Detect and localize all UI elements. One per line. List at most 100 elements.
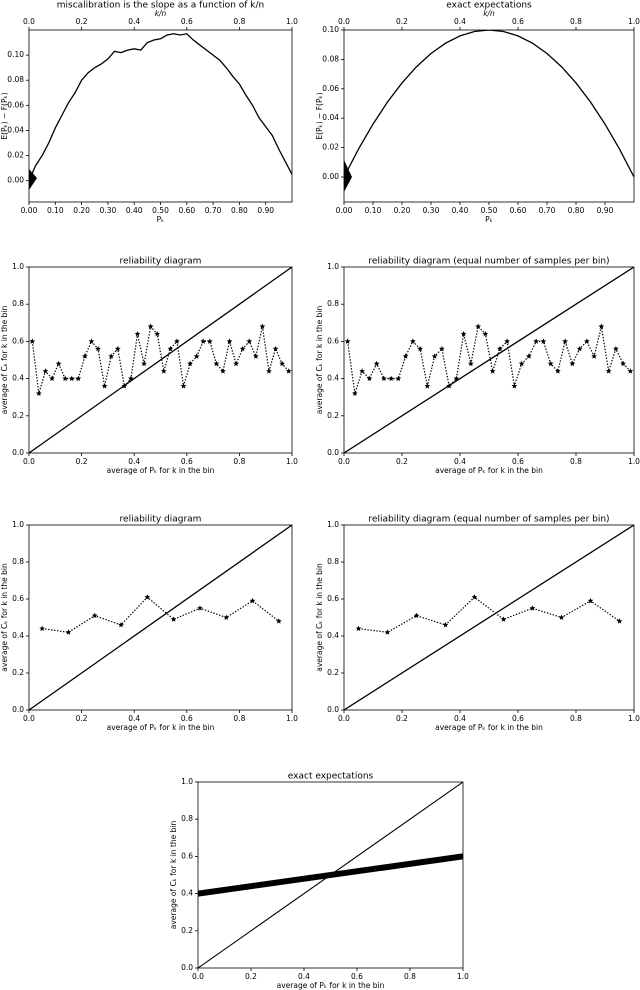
- marker: [249, 597, 256, 604]
- marker: [489, 368, 496, 374]
- marker: [88, 338, 95, 344]
- series-line: [29, 525, 292, 710]
- y-tick-label: 0.0: [12, 448, 24, 457]
- y-tick-label: 0.04: [322, 113, 339, 122]
- marker: [410, 338, 416, 344]
- marker: [239, 345, 246, 352]
- marker: [442, 621, 449, 628]
- y-tick-label: 0.6: [327, 594, 339, 603]
- marker: [587, 597, 594, 604]
- y-tick-label: 0.0: [12, 705, 24, 714]
- x-tick-label: 0.4: [454, 714, 466, 723]
- x-tick-label: 0.2: [76, 457, 88, 466]
- x-tick-label: 0.6: [512, 457, 524, 466]
- marker: [187, 360, 193, 367]
- x-axis-label: average of Pₖ for k in the bin: [435, 466, 543, 475]
- y-tick-label: 0.4: [327, 374, 339, 383]
- y-tick-label: 0.00: [7, 176, 24, 185]
- axes-frame: [197, 781, 464, 969]
- x-tick-label: 0.4: [298, 972, 310, 981]
- marker: [36, 390, 42, 396]
- marker: [504, 338, 510, 344]
- x-tick-label: 1.0: [628, 714, 640, 723]
- marker: [226, 338, 233, 344]
- marker: [91, 612, 98, 619]
- panel: 0.0 0.2 0.4 0.6 0.8 1.0 0.0 0.2 0.4 0.6 0.8 1.0 reli…: [0, 257, 298, 476]
- x-tick-label: 0.00: [336, 206, 353, 215]
- marker: [460, 330, 467, 337]
- y-tick-label: 0.2: [327, 411, 339, 420]
- marker: [144, 594, 151, 600]
- marker: [259, 323, 266, 329]
- marker: [355, 625, 362, 632]
- panel: 0.00 0.10 0.20 0.30 0.40 0.50 0.60 0.70 0.80 0.90…: [0, 1, 298, 225]
- x2-tick-label: 0.6: [181, 17, 193, 26]
- x-tick-label: 0.4: [454, 457, 466, 466]
- x-tick-label: 0.30: [100, 206, 117, 215]
- x2-axis-label: k/n: [155, 9, 167, 18]
- x-tick-label: 0.10: [47, 206, 64, 215]
- marker: [160, 368, 167, 374]
- series-line: [198, 782, 463, 968]
- x-tick-label: 0.0: [338, 714, 350, 723]
- y-axis-label: average of Cₖ for k in the bin: [315, 306, 324, 415]
- y-tick-label: 0.4: [327, 631, 339, 640]
- x-tick-label: 0.2: [396, 714, 408, 723]
- x2-axis-label: k/n: [483, 9, 495, 18]
- marker: [134, 330, 141, 337]
- x-tick-label: 0.20: [73, 206, 90, 215]
- x-tick-label: 0.6: [181, 457, 193, 466]
- y-tick-label: 0.6: [327, 336, 339, 345]
- marker: [55, 360, 62, 367]
- x-tick-label: 0.8: [570, 714, 582, 723]
- y-tick-label: 0.02: [7, 151, 24, 160]
- x-tick-label: 0.8: [404, 972, 416, 981]
- marker: [562, 338, 568, 344]
- marker: [395, 375, 402, 382]
- y-axis-label: E(Pₖ) − F(Pₖ): [315, 92, 324, 139]
- axes-frame: [28, 29, 293, 203]
- chart-title: miscalibration is the slope as a functio…: [57, 1, 265, 11]
- x2-tick-label: 1.0: [286, 17, 298, 26]
- marker: [613, 345, 619, 352]
- marker: [246, 338, 253, 344]
- axes-frame: [28, 266, 293, 454]
- series-line: [29, 267, 292, 453]
- scale-triangle: [344, 160, 352, 192]
- x-tick-label: 0.60: [178, 206, 195, 215]
- marker: [68, 375, 75, 382]
- x-tick-label: 0.70: [205, 206, 222, 215]
- chart-title: reliability diagram (equal number of sam…: [368, 515, 609, 525]
- y-tick-label: 0.08: [7, 75, 24, 84]
- series-line: [42, 596, 280, 633]
- y-tick-label: 0.04: [7, 125, 24, 134]
- x-tick-label: 0.2: [76, 714, 88, 723]
- marker: [475, 323, 481, 329]
- chart-title: exact expectations: [288, 772, 374, 782]
- y-tick-label: 1.0: [12, 262, 24, 271]
- x-tick-label: 0.6: [512, 714, 524, 723]
- marker: [266, 368, 272, 374]
- x-tick-label: 0.4: [128, 714, 140, 723]
- series-line: [358, 596, 620, 633]
- panel: 0.0 0.2 0.4 0.6 0.8 1.0 0.0 0.2 0.4 0.6 0.8 1.0 reli…: [315, 257, 640, 476]
- x-tick-label: 0.2: [245, 972, 257, 981]
- marker: [154, 330, 161, 337]
- x2-tick-label: 1.0: [628, 17, 640, 26]
- y-tick-label: 0.06: [7, 100, 24, 109]
- marker: [500, 616, 507, 622]
- marker: [431, 353, 438, 359]
- x2-tick-label: 0.2: [76, 17, 88, 26]
- y-tick-label: 0.2: [12, 411, 24, 420]
- x-tick-label: 0.30: [423, 206, 440, 215]
- marker: [558, 614, 565, 620]
- marker: [272, 345, 279, 352]
- y-tick-label: 0.6: [12, 594, 24, 603]
- marker: [511, 383, 518, 389]
- series-line: [344, 30, 634, 178]
- y-tick-label: 0.06: [322, 84, 339, 93]
- x-tick-label: 0.50: [152, 206, 169, 215]
- axes-frame: [343, 266, 635, 454]
- x-tick-label: 0.10: [365, 206, 382, 215]
